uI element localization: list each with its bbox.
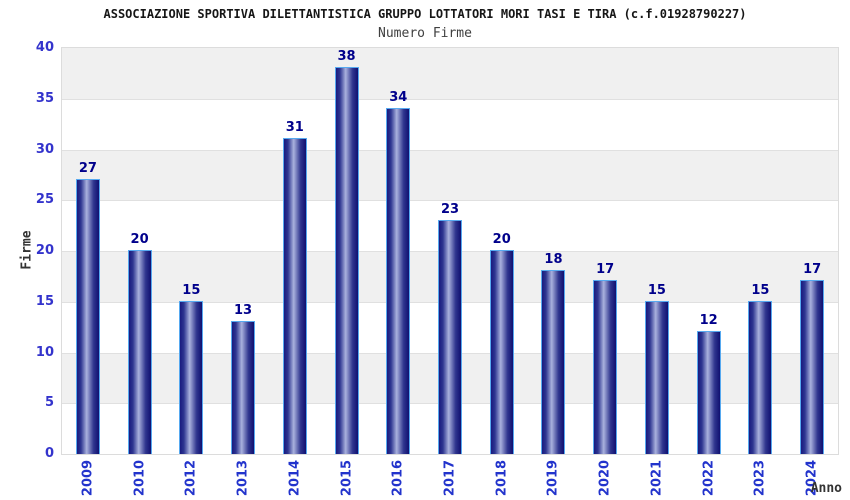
x-tick-label: 2013 [235, 459, 251, 497]
bar-value-label: 38 [337, 49, 356, 65]
bar-2015 [334, 67, 359, 454]
bar-2019 [541, 270, 566, 454]
bar-2013 [231, 321, 256, 454]
bar-value-label: 18 [544, 252, 563, 268]
bar-value-label: 31 [285, 120, 304, 136]
bar-value-label: 20 [130, 232, 149, 247]
x-tick-label: 2009 [80, 459, 96, 497]
bar-2010 [127, 250, 152, 454]
bar-2023 [748, 300, 773, 454]
bar-2016 [386, 107, 411, 454]
plot-band [62, 48, 838, 99]
bar-2017 [438, 219, 462, 454]
y-tick-label: 5 [44, 395, 54, 411]
gridline [62, 200, 838, 202]
x-axis-label: Anno [810, 481, 842, 496]
x-tick-label: 2016 [390, 459, 406, 497]
bar-2024 [800, 280, 825, 454]
gridline [62, 98, 838, 100]
x-tick-label: 2017 [442, 459, 458, 497]
bar-value-label: 23 [440, 201, 460, 217]
x-tick-label: 2015 [339, 459, 355, 497]
x-tick-label: 2012 [183, 459, 199, 497]
x-tick-label: 2010 [132, 459, 148, 497]
bar-value-label: 34 [389, 89, 408, 105]
x-tick-label: 2021 [649, 459, 665, 497]
bar-2018 [489, 250, 514, 454]
x-tick-label: 2018 [494, 459, 510, 497]
bar-value-label: 17 [803, 262, 822, 278]
bar-value-label: 15 [647, 282, 666, 298]
gridline [62, 149, 838, 151]
plot-band [62, 149, 838, 201]
y-tick-label: 25 [35, 192, 54, 208]
x-tick-label: 2020 [597, 459, 613, 497]
bar-2012 [179, 300, 204, 454]
bar-2022 [696, 331, 721, 454]
bar-value-label: 17 [596, 262, 615, 278]
y-tick-label: 35 [35, 90, 54, 106]
y-tick-label: 40 [35, 40, 54, 55]
bar-value-label: 15 [182, 282, 201, 298]
x-tick-label: 2023 [752, 459, 768, 497]
bar-2021 [644, 300, 669, 454]
bar-2009 [75, 178, 100, 454]
y-tick-label: 10 [35, 344, 54, 360]
chart-subtitle: Numero Firme [378, 26, 472, 41]
chart-title: ASSOCIAZIONE SPORTIVA DILETTANTISTICA GR… [103, 7, 747, 21]
bar-value-label: 13 [234, 303, 253, 319]
bar-2020 [593, 280, 618, 454]
y-tick-label: 20 [35, 243, 54, 258]
y-tick-label: 30 [35, 141, 54, 157]
y-tick-label: 15 [35, 293, 54, 309]
x-tick-label: 2014 [287, 459, 303, 497]
bar-value-label: 12 [699, 313, 718, 329]
bar-value-label: 20 [492, 232, 511, 247]
x-tick-label: 2022 [701, 459, 717, 497]
bar-2014 [282, 138, 307, 454]
plot-area: 27 20 15 13 31 38 34 23 20 18 17 15 12 15 17 [61, 47, 839, 455]
bar-value-label: 15 [751, 282, 770, 298]
x-tick-label: 2019 [545, 459, 561, 497]
y-tick-label: 0 [44, 446, 54, 461]
bar-value-label: 27 [78, 160, 97, 176]
